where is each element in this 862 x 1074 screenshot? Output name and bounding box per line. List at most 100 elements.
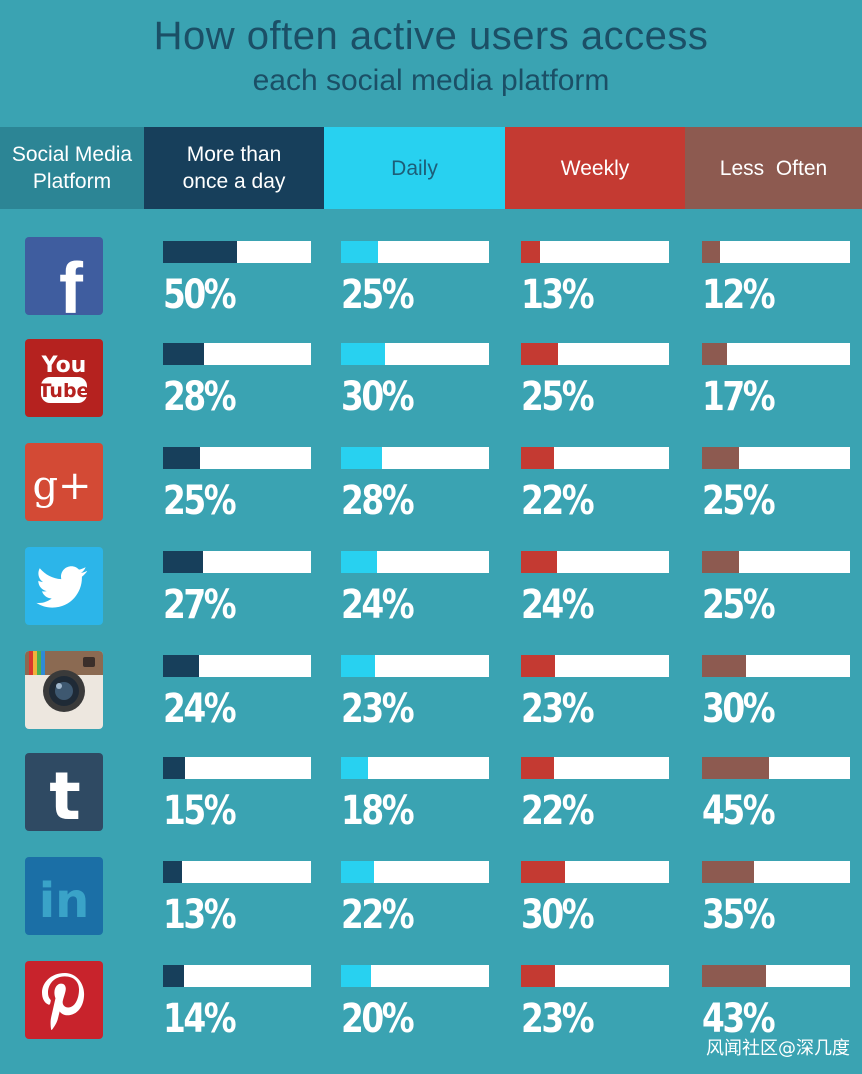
bar-track — [341, 757, 489, 779]
chart-title: How often active users access — [153, 14, 709, 58]
data-label: 15% — [163, 788, 237, 834]
svg-text:t: t — [49, 758, 81, 831]
bar-fill — [702, 965, 766, 987]
bar-cell: 30% — [521, 861, 669, 937]
bar-cell: 14% — [163, 965, 311, 1041]
bar-track — [341, 551, 489, 573]
bar-fill — [341, 655, 375, 677]
bar-fill — [702, 757, 769, 779]
bar-fill — [521, 343, 558, 365]
platform-row: 24% 23% 23% 30% — [0, 651, 862, 755]
bar-track — [163, 757, 311, 779]
header-label-0: More than once a day — [182, 143, 286, 193]
data-label: 30% — [521, 892, 595, 938]
data-label: 25% — [163, 478, 237, 524]
bar-cell: 27% — [163, 551, 311, 627]
platform-row: f 50% 25% 13% 12% — [0, 237, 862, 341]
data-label: 24% — [521, 582, 595, 628]
data-label: 13% — [521, 272, 595, 318]
bar-track — [341, 965, 489, 987]
bar-track — [521, 655, 669, 677]
bar-cell: 25% — [702, 551, 850, 627]
bar-cell: 23% — [521, 965, 669, 1041]
bar-track — [163, 447, 311, 469]
bar-track — [341, 861, 489, 883]
bar-fill — [702, 241, 720, 263]
bar-cell: 22% — [341, 861, 489, 937]
bar-track — [702, 343, 850, 365]
bar-cell: 35% — [702, 861, 850, 937]
data-label: 25% — [702, 582, 776, 628]
data-label: 25% — [702, 478, 776, 524]
header-daily: Daily — [324, 127, 505, 209]
bar-cell: 24% — [341, 551, 489, 627]
bar-fill — [163, 551, 203, 573]
header-platform-label: Social Media Platform — [11, 143, 133, 193]
bar-cell: 28% — [341, 447, 489, 523]
bar-fill — [702, 861, 754, 883]
bar-cell: 22% — [521, 447, 669, 523]
platform-row: 27% 24% 24% 25% — [0, 547, 862, 651]
bar-cell: 12% — [702, 241, 850, 317]
data-label: 30% — [341, 374, 415, 420]
bar-fill — [702, 447, 739, 469]
bar-fill — [521, 861, 565, 883]
bar-cell: 25% — [521, 343, 669, 419]
data-label: 25% — [341, 272, 415, 318]
bar-fill — [163, 655, 199, 677]
bar-track — [163, 551, 311, 573]
data-label: 27% — [163, 582, 237, 628]
bar-track — [341, 655, 489, 677]
bar-cell: 22% — [521, 757, 669, 833]
bar-fill — [521, 447, 554, 469]
bar-track — [702, 447, 850, 469]
bar-cell: 50% — [163, 241, 311, 317]
bar-cell: 24% — [521, 551, 669, 627]
bar-fill — [521, 241, 540, 263]
svg-text:g+: g+ — [32, 463, 91, 509]
bar-fill — [521, 551, 557, 573]
watermark: 风闻社区@深几度 — [706, 1038, 850, 1059]
bar-cell: 24% — [163, 655, 311, 731]
bar-cell: 28% — [163, 343, 311, 419]
bar-track — [163, 861, 311, 883]
data-label: 14% — [163, 996, 237, 1042]
youtube-icon: You Tube — [25, 339, 103, 417]
bar-fill — [341, 861, 374, 883]
bar-fill — [702, 551, 739, 573]
data-label: 25% — [521, 374, 595, 420]
bar-track — [521, 447, 669, 469]
bar-cell: 25% — [702, 447, 850, 523]
data-label: 23% — [341, 686, 415, 732]
data-label: 20% — [341, 996, 415, 1042]
bar-fill — [163, 965, 184, 987]
chart-subtitle: each social media platform — [252, 64, 610, 97]
data-label: 12% — [702, 272, 776, 318]
facebook-icon: f — [25, 237, 103, 315]
bar-fill — [341, 447, 382, 469]
bar-track — [702, 551, 850, 573]
data-label: 22% — [341, 892, 415, 938]
data-label: 23% — [521, 996, 595, 1042]
linkedin-icon: in — [25, 857, 103, 935]
data-label: 30% — [702, 686, 776, 732]
platform-row: in 13% 22% 30% 35% — [0, 857, 862, 961]
instagram-icon — [25, 651, 103, 729]
bar-track — [163, 965, 311, 987]
bar-cell: 18% — [341, 757, 489, 833]
data-label: 28% — [341, 478, 415, 524]
bar-cell: 43% — [702, 965, 850, 1041]
bar-fill — [521, 965, 555, 987]
bar-track — [163, 343, 311, 365]
header-label-2: Weekly — [560, 156, 630, 180]
bar-track — [163, 655, 311, 677]
data-label: 28% — [163, 374, 237, 420]
table-header: Social Media Platform More than once a d… — [0, 127, 862, 209]
bar-cell: 45% — [702, 757, 850, 833]
bar-fill — [163, 861, 182, 883]
bar-cell: 25% — [163, 447, 311, 523]
svg-text:Tube: Tube — [39, 380, 90, 402]
bar-fill — [163, 343, 204, 365]
bar-track — [702, 965, 850, 987]
platform-row: g+ 25% 28% 22% 25% — [0, 443, 862, 547]
